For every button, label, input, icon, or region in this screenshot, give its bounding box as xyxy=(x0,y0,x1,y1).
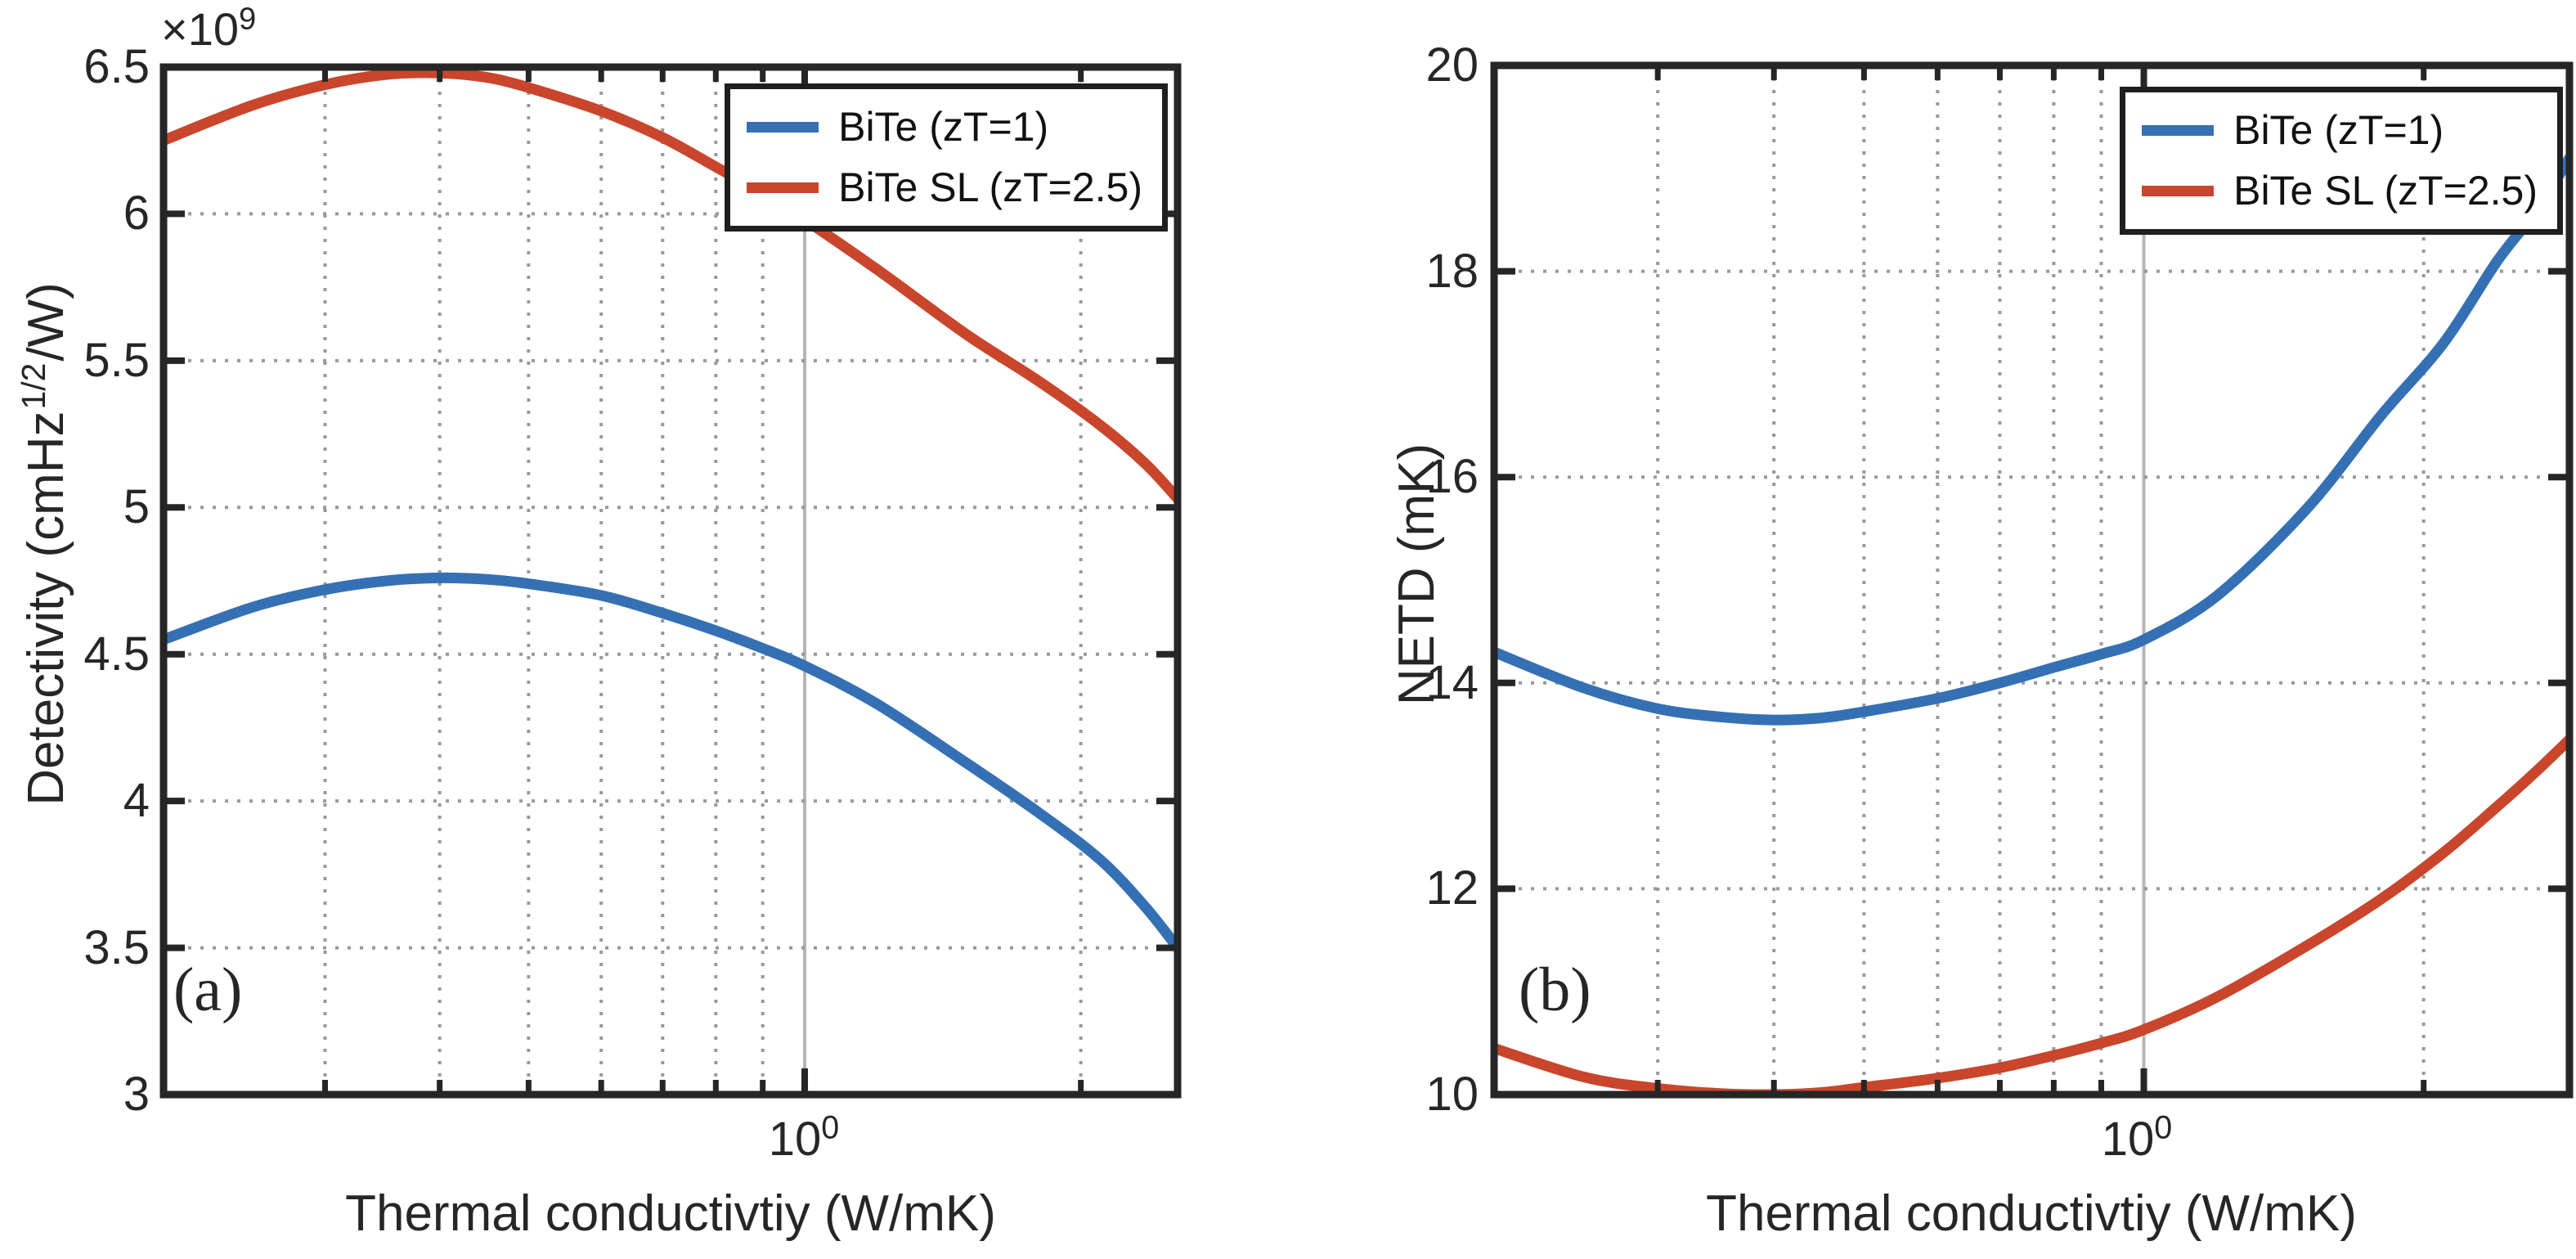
y-tick-label-a: 6 xyxy=(123,187,150,241)
x-axis-label-b: Thermal conductivtiy (W/mK) xyxy=(1706,1185,2357,1242)
y-tick-label-a: 6.5 xyxy=(83,40,150,93)
y-tick-label-a: 3 xyxy=(123,1068,150,1121)
y-tick-label-b: 12 xyxy=(1425,861,1479,915)
legend-item: BiTe SL (zT=2.5) xyxy=(2142,168,2538,215)
y-axis-exponent-a: ×109 xyxy=(161,2,257,55)
y-tick-label-a: 5.5 xyxy=(83,333,150,387)
series-line-bite-sl-a xyxy=(164,67,1178,504)
x-tick-label-b: 100 xyxy=(2101,1109,2173,1166)
legend-label: BiTe (zT=1) xyxy=(838,104,1049,150)
y-axis-label-b: NETD (mK) xyxy=(1388,443,1445,706)
legend-line-swatch-red xyxy=(747,182,819,193)
y-tick-label-b: 20 xyxy=(1425,38,1479,92)
axes-box-b xyxy=(1490,61,2574,1099)
y-tick-label-b: 14 xyxy=(1425,655,1479,709)
series-line-bite-b xyxy=(1494,152,2569,726)
legend-item: BiTe (zT=1) xyxy=(2142,107,2538,155)
plot-area-a xyxy=(159,63,1182,1099)
legend-label: BiTe SL (zT=2.5) xyxy=(2233,167,2538,214)
legend-item: BiTe (zT=1) xyxy=(747,104,1142,151)
legend-b: BiTe (zT=1) BiTe SL (zT=2.5) xyxy=(2120,87,2563,235)
legend-label: BiTe SL (zT=2.5) xyxy=(838,164,1142,210)
legend-line-swatch-blue xyxy=(2142,125,2215,137)
y-tick-label-b: 10 xyxy=(1425,1068,1479,1121)
y-tick-label-a: 5 xyxy=(123,480,150,534)
y-tick-label-a: 4 xyxy=(123,774,150,828)
legend-line-swatch-red xyxy=(2142,185,2215,196)
y-tick-label-b: 18 xyxy=(1425,244,1479,298)
legend-label: BiTe (zT=1) xyxy=(2233,107,2444,153)
panel-letter-a: (a) xyxy=(173,955,243,1024)
legend-a: BiTe (zT=1) BiTe SL (zT=2.5) xyxy=(725,83,1168,232)
legend-item: BiTe SL (zT=2.5) xyxy=(747,164,1142,212)
panel-letter-b: (b) xyxy=(1519,955,1591,1024)
series-line-bite-sl-b xyxy=(1494,734,2569,1095)
y-tick-label-a: 4.5 xyxy=(83,627,150,681)
axes-box-a xyxy=(159,63,1182,1099)
plot-area-b xyxy=(1490,61,2574,1099)
y-axis-label-a: Detectivity (cmHz1/2/W) xyxy=(15,282,74,806)
y-tick-label-a: 3.5 xyxy=(83,920,150,974)
legend-line-swatch-blue xyxy=(747,122,819,133)
y-tick-label-b: 16 xyxy=(1425,450,1479,504)
x-axis-label-a: Thermal conductivtiy (W/mK) xyxy=(345,1185,996,1242)
series-line-bite-a xyxy=(164,572,1178,954)
x-tick-label-a: 100 xyxy=(768,1109,840,1166)
